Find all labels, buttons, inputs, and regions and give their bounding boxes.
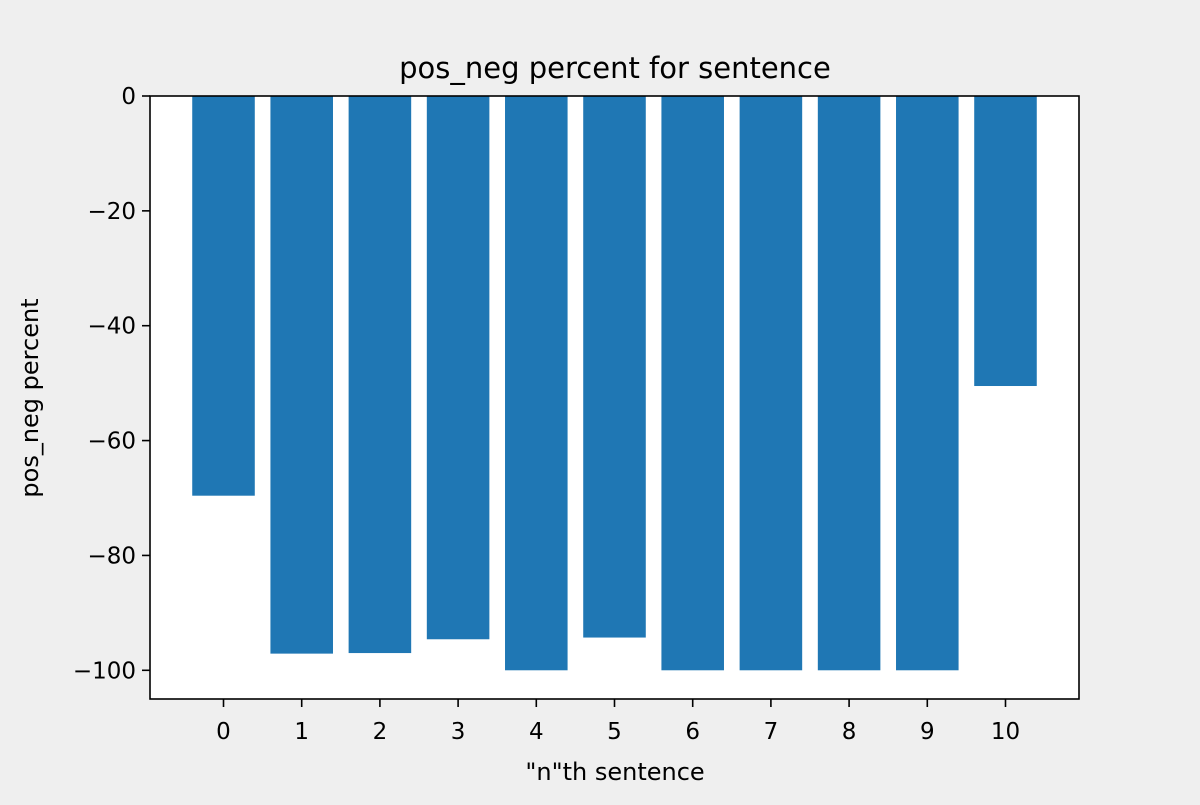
y-tick-label-3: −60 [87,429,136,455]
x-tick-label-7: 7 [764,719,779,745]
bar-6 [661,96,724,671]
x-tick-label-6: 6 [685,719,700,745]
y-axis-label: pos_neg percent [16,298,44,497]
bar-2 [348,96,412,654]
x-axis-ticks: 0 1 2 3 4 5 6 7 8 9 10 [216,699,1020,745]
x-tick-label-1: 1 [294,719,309,745]
x-tick-label-4: 4 [529,719,544,745]
x-tick-label-2: 2 [373,719,388,745]
bar-1 [270,96,333,654]
chart-title: pos_neg percent for sentence [399,51,831,85]
bar-0 [192,96,255,496]
x-tick-label-8: 8 [842,719,857,745]
x-tick-label-10: 10 [991,719,1020,745]
bar-3 [426,96,490,640]
y-axis-ticks: 0 −20 −40 −60 −80 −100 [73,84,150,684]
y-tick-label-1: −20 [87,199,136,225]
bar-7 [739,96,803,671]
bar-9 [896,96,959,671]
bars-layer [192,96,1037,671]
bar-5 [583,96,646,638]
y-tick-label-5: −100 [73,658,136,684]
x-tick-label-9: 9 [920,719,935,745]
bar-8 [817,96,881,671]
plot-frame [149,95,1080,700]
y-tick-label-2: −40 [87,314,136,340]
x-tick-label-0: 0 [216,719,231,745]
x-tick-label-5: 5 [607,719,622,745]
x-tick-label-3: 3 [451,719,466,745]
y-tick-label-4: −80 [87,543,136,569]
bar-4 [505,96,568,671]
y-tick-label-0: 0 [121,84,136,110]
x-axis-label: "n"th sentence [525,758,704,786]
bar-10 [974,96,1037,387]
